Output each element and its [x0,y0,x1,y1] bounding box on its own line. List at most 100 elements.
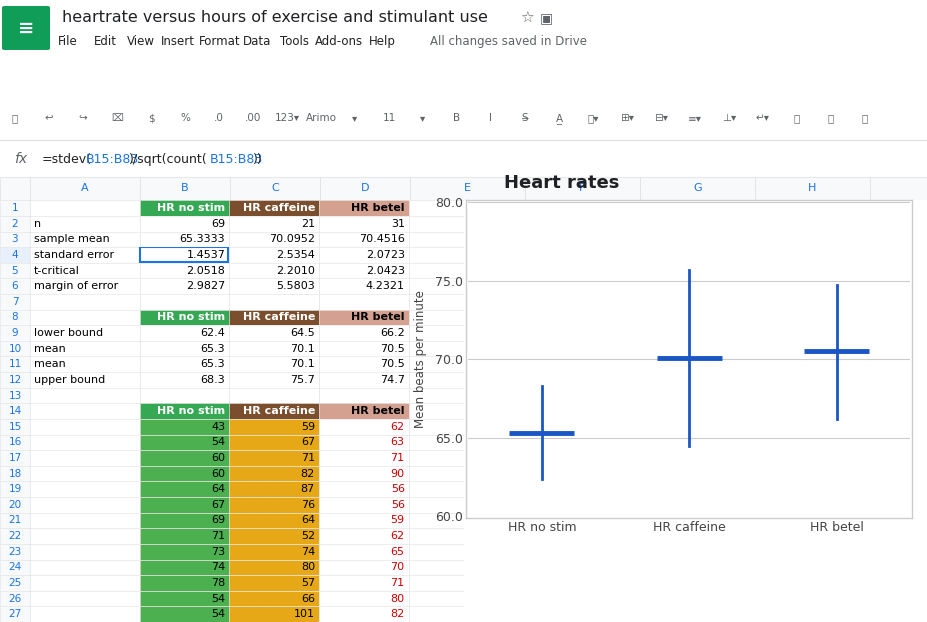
Text: 4: 4 [12,250,19,260]
Bar [140,466,229,481]
Bar [409,372,464,388]
Bar [0,606,30,622]
Text: 52: 52 [301,531,315,541]
Bar [319,310,409,325]
Text: 64: 64 [211,485,225,494]
Text: A̲: A̲ [555,113,563,124]
Bar [409,450,464,466]
Text: ☆: ☆ [520,11,534,26]
Bar [319,466,409,481]
Bar [30,419,140,435]
Text: 🔗: 🔗 [794,113,800,123]
Text: 70.1: 70.1 [290,360,315,369]
Text: %: % [180,113,190,123]
Text: HR caffeine: HR caffeine [243,203,315,213]
Bar [140,262,229,279]
Text: 66.2: 66.2 [380,328,405,338]
Text: 70.1: 70.1 [290,344,315,354]
Bar [229,403,319,419]
Text: )): )) [253,152,262,165]
Text: 54: 54 [211,437,225,447]
Bar [409,262,464,279]
Text: 7: 7 [12,297,19,307]
Text: 11: 11 [382,113,396,123]
Text: ↪: ↪ [79,113,87,123]
Text: 76: 76 [301,500,315,510]
Text: 1: 1 [12,203,19,213]
Text: 18: 18 [8,468,21,478]
Bar [409,560,464,575]
Bar [30,435,140,450]
Bar [30,497,140,513]
Text: 5: 5 [12,266,19,276]
Text: All changes saved in Drive: All changes saved in Drive [430,35,587,49]
Text: 57: 57 [301,578,315,588]
Text: 69: 69 [211,516,225,526]
Bar [409,606,464,622]
Text: 2.9827: 2.9827 [186,281,225,291]
Bar [140,372,229,388]
Bar [0,419,30,435]
Bar [319,294,409,310]
Bar [140,435,229,450]
Bar [409,310,464,325]
Bar [140,200,229,216]
Text: 9: 9 [12,328,19,338]
Bar [319,372,409,388]
Text: 71: 71 [301,453,315,463]
Text: 10: 10 [8,344,21,354]
Text: 78: 78 [211,578,225,588]
Bar [410,177,525,200]
Bar [229,513,319,528]
Bar [409,200,464,216]
Bar [229,262,319,279]
Bar [30,560,140,575]
Bar [229,279,319,294]
Text: mean: mean [34,360,66,369]
Bar [0,435,30,450]
Bar [0,544,30,560]
Bar [319,481,409,497]
Bar [0,513,30,528]
Text: 19: 19 [8,485,21,494]
Bar [409,341,464,356]
Bar [0,177,30,200]
Bar [319,403,409,419]
Bar [409,466,464,481]
Bar [30,466,140,481]
Text: 64: 64 [301,516,315,526]
Bar [0,497,30,513]
Text: Arimo: Arimo [306,113,337,123]
Bar [409,294,464,310]
Text: 12: 12 [8,375,21,385]
Bar [229,216,319,231]
Bar [319,450,409,466]
Text: 65: 65 [390,547,405,557]
Bar [409,231,464,247]
Text: .0: .0 [214,113,224,123]
Text: Tools: Tools [280,35,309,49]
Text: 2.0518: 2.0518 [186,266,225,276]
Text: 🖨: 🖨 [12,113,19,123]
Text: 🎨▾: 🎨▾ [587,113,599,123]
Text: 82: 82 [300,468,315,478]
Text: 74: 74 [211,562,225,572]
Bar [30,528,140,544]
Bar [229,247,319,262]
Bar [0,200,30,216]
Text: 2.5354: 2.5354 [276,250,315,260]
Bar [229,606,319,622]
Text: 22: 22 [8,531,21,541]
Text: 74: 74 [300,547,315,557]
Bar [30,310,140,325]
Bar [140,325,229,341]
Bar [0,310,30,325]
Bar [140,341,229,356]
Text: 80: 80 [301,562,315,572]
Text: 67: 67 [211,500,225,510]
Text: Edit: Edit [94,35,117,49]
Bar [319,575,409,591]
Bar [0,403,30,419]
Bar [0,466,30,481]
Bar [30,247,140,262]
